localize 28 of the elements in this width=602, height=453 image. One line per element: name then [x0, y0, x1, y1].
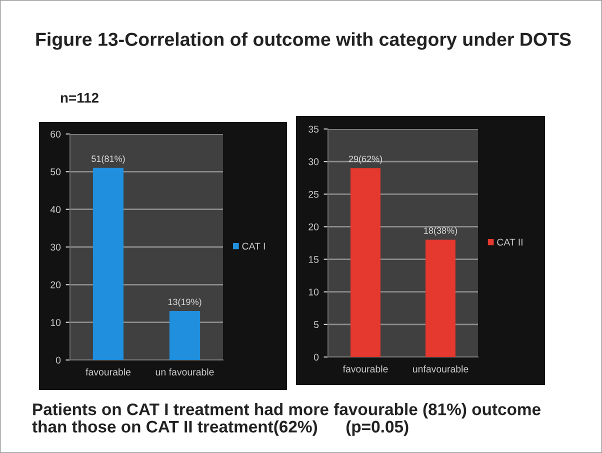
- y-tick-label: 40: [50, 206, 61, 213]
- y-tick-label: 10: [308, 288, 319, 296]
- text: Patients on CAT I treatment had more favourable (81%) outcome than those on CAT II treatment(62%) (p=0.05): [32, 403, 540, 436]
- x-tick-label: unfavourable: [413, 365, 468, 372]
- y-tick-label: 30: [308, 158, 319, 166]
- x-tick-label: favourable: [86, 368, 131, 376]
- legend-label: CAT II: [497, 238, 522, 246]
- y-tick-label: 30: [50, 244, 61, 251]
- y-tick-label: 20: [308, 223, 319, 230]
- y-tick-label: 15: [308, 256, 319, 263]
- legend-label: CAT I: [242, 242, 265, 250]
- y-tick-label: 35: [308, 126, 319, 133]
- y-tick-label: 10: [50, 319, 61, 326]
- y-tick-label: 0: [56, 356, 61, 364]
- chart-subtitle: n=112: [60, 92, 98, 103]
- data-label: 51(81%): [92, 155, 125, 164]
- x-tick-label: un favourable: [156, 368, 214, 376]
- y-tick-label: 60: [50, 130, 61, 138]
- y-tick-label: 0: [314, 354, 319, 361]
- data-label: 29(62%): [348, 156, 382, 164]
- y-tick-label: 20: [50, 281, 61, 288]
- y-tick-label: 25: [308, 190, 319, 198]
- x-tick-label: favourable: [342, 365, 388, 372]
- text: Figure 13-Correlation of outcome with category under DOTS: [36, 32, 571, 50]
- data-label: 13(19%): [168, 298, 202, 307]
- data-label: 18(38%): [424, 227, 457, 236]
- y-tick-label: 50: [50, 168, 61, 176]
- y-tick-label: 5: [314, 321, 319, 328]
